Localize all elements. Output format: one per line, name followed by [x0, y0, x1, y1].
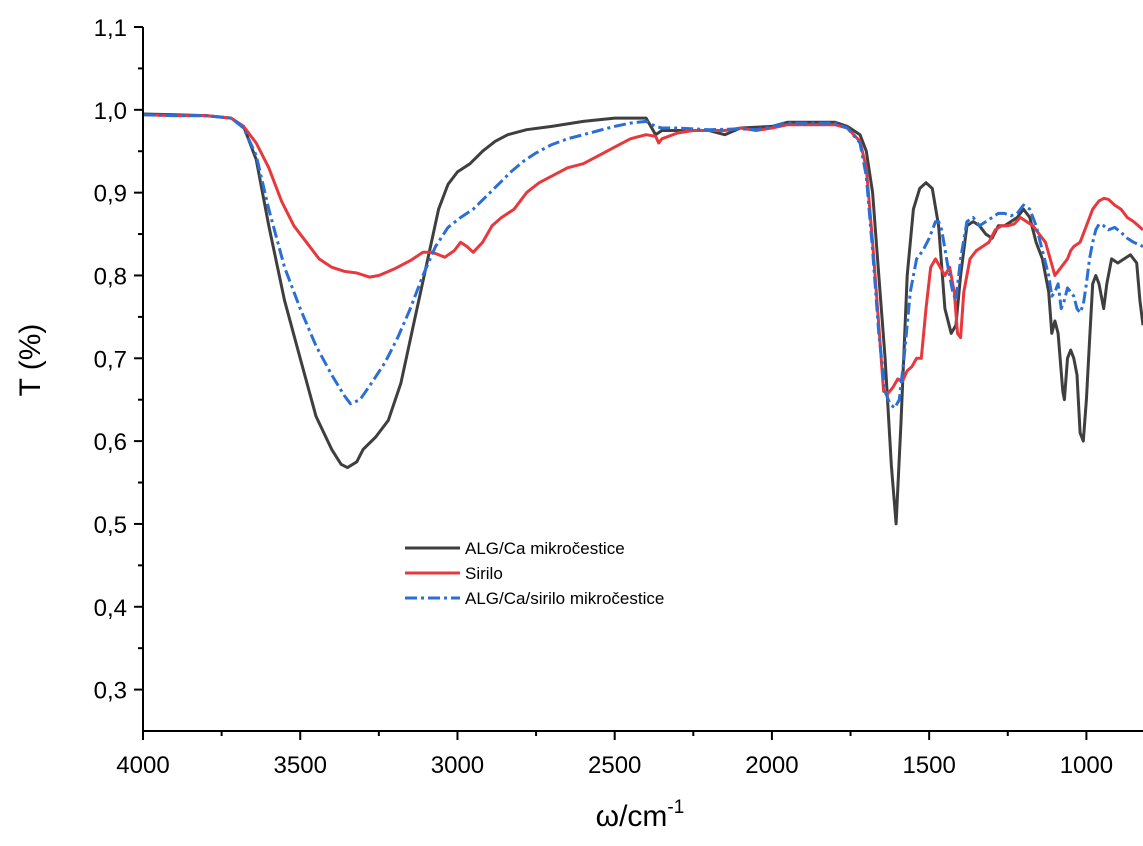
x-axis-title: ω/cm-1 — [596, 797, 685, 833]
x-tick-label: 1000 — [1060, 752, 1113, 779]
x-tick-label: 4000 — [116, 752, 169, 779]
x-ticks: 4000 3500 3000 2500 2000 1500 1000 — [116, 731, 1113, 779]
axes — [142, 27, 1143, 732]
y-tick-label: 0,8 — [94, 263, 127, 290]
x-tick-label: 1500 — [902, 752, 955, 779]
x-tick-label: 2000 — [745, 752, 798, 779]
y-tick-label: 0,9 — [94, 181, 127, 208]
x-axis-title-main: ω/cm — [596, 800, 668, 833]
y-tick-label: 1,0 — [94, 98, 127, 125]
y-tick-label: 0,5 — [94, 512, 127, 539]
x-tick-label: 3000 — [431, 752, 484, 779]
x-tick-label: 2500 — [588, 752, 641, 779]
x-tick-label: 3500 — [274, 752, 327, 779]
series-layer — [143, 112, 1143, 526]
y-tick-label: 0,4 — [94, 595, 127, 622]
legend-label-alg-ca: ALG/Ca mikročestice — [465, 539, 625, 558]
series-line-2 — [143, 113, 1143, 410]
y-tick-label: 0,6 — [94, 429, 127, 456]
y-tick-label: 1,1 — [94, 15, 127, 42]
y-axis-title: T (%) — [14, 324, 47, 397]
legend: ALG/Ca mikročestice Sirilo ALG/Ca/sirilo… — [405, 539, 664, 608]
series-line-0 — [143, 112, 1143, 526]
series-line-1 — [143, 113, 1143, 395]
x-axis-title-superscript: -1 — [667, 797, 684, 818]
y-ticks: 0,3 0,4 0,5 0,6 0,7 0,8 0,9 1,0 1,1 — [94, 15, 143, 705]
y-tick-label: 0,7 — [94, 346, 127, 373]
y-tick-label: 0,3 — [94, 678, 127, 705]
legend-label-alg-ca-sirilo: ALG/Ca/sirilo mikročestice — [465, 589, 664, 608]
legend-label-sirilo: Sirilo — [465, 564, 503, 583]
